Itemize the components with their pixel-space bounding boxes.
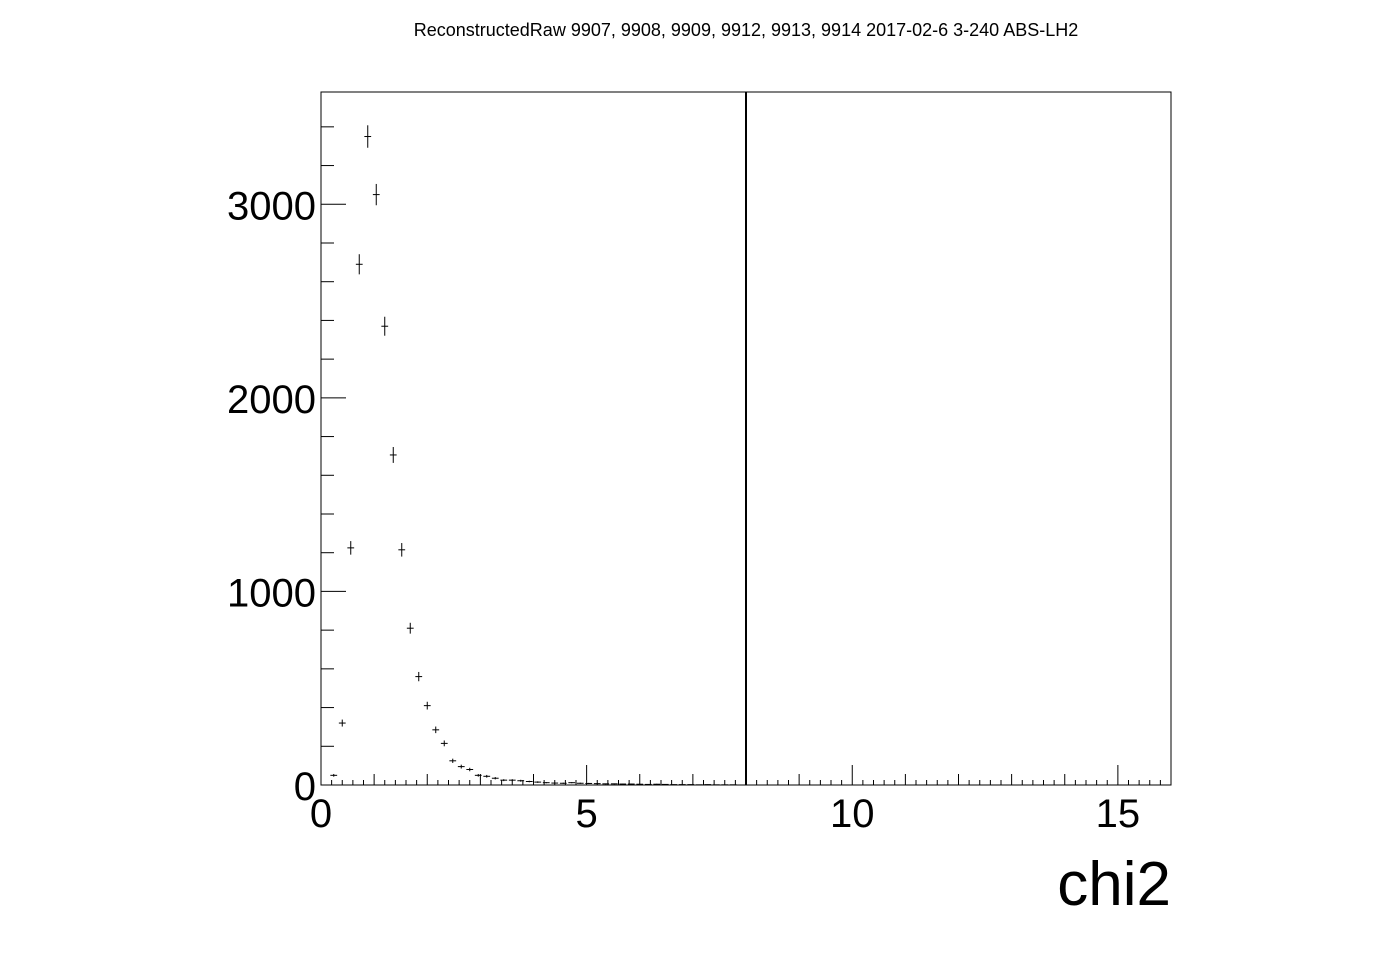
data-point — [576, 782, 584, 784]
data-point — [593, 783, 601, 785]
x-tick-labels: 0 5 10 15 — [310, 792, 1140, 836]
data-point — [347, 541, 355, 555]
x-axis-label: chi2 — [1057, 850, 1171, 919]
data-point — [415, 671, 423, 682]
data-point — [568, 782, 576, 784]
x-tick-label: 15 — [1096, 792, 1141, 836]
data-point — [440, 740, 448, 747]
data-point — [466, 767, 474, 772]
data-point — [364, 125, 372, 148]
data-point — [491, 777, 499, 780]
data-point — [602, 783, 610, 785]
data-point — [559, 782, 567, 784]
data-point — [721, 784, 729, 786]
x-tick-label: 10 — [830, 792, 875, 836]
data-point — [517, 779, 525, 782]
data-point — [330, 773, 338, 777]
y-minor-ticks — [321, 126, 346, 786]
data-point — [729, 784, 737, 786]
data-point — [449, 758, 457, 763]
data-point — [678, 784, 686, 786]
data-point — [610, 783, 618, 785]
y-tick-labels: 0 1000 2000 3000 — [227, 184, 316, 809]
data-point — [398, 543, 406, 557]
x-tick-label: 0 — [310, 792, 332, 836]
data-point — [372, 183, 380, 206]
data-point — [508, 779, 516, 782]
chart-title: ReconstructedRaw 9907, 9908, 9909, 9912,… — [413, 20, 1079, 40]
data-point — [534, 781, 542, 783]
data-point — [432, 726, 440, 734]
data-point — [457, 764, 465, 769]
x-tick-label: 5 — [576, 792, 598, 836]
data-point — [712, 784, 720, 786]
data-point — [474, 773, 482, 777]
data-point — [619, 783, 627, 785]
data-point — [389, 447, 397, 463]
y-tick-label: 3000 — [227, 184, 316, 228]
data-point — [704, 784, 712, 786]
data-point — [661, 783, 669, 785]
data-point — [644, 783, 652, 785]
data-point — [653, 783, 661, 785]
data-point — [483, 774, 491, 778]
data-point — [551, 782, 559, 784]
data-point — [627, 783, 635, 785]
data-point — [636, 783, 644, 785]
data-point — [585, 782, 593, 785]
data-point — [406, 622, 414, 634]
data-point — [542, 782, 550, 784]
data-point — [670, 784, 678, 786]
data-point — [687, 784, 695, 786]
data-point — [338, 719, 346, 727]
data-point — [423, 701, 431, 710]
y-tick-label: 2000 — [227, 378, 316, 422]
data-points — [330, 125, 737, 786]
y-tick-label: 1000 — [227, 571, 316, 615]
data-point — [381, 316, 389, 336]
data-point — [525, 780, 533, 783]
data-point — [695, 784, 703, 786]
data-point — [355, 254, 363, 275]
y-tick-label: 0 — [294, 765, 316, 809]
data-point — [500, 779, 508, 782]
